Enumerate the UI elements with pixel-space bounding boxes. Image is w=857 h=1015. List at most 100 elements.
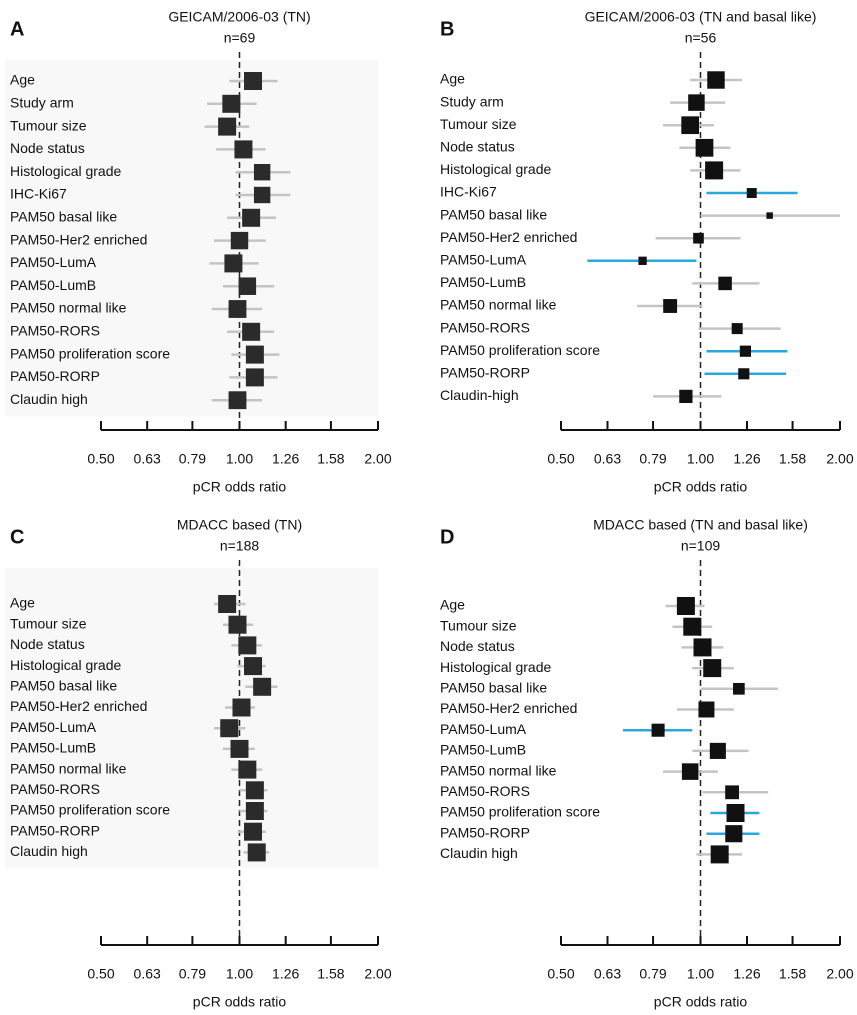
row-label: Node status xyxy=(10,636,85,652)
x-tick-label: 2.00 xyxy=(826,451,853,467)
point-estimate xyxy=(245,345,264,364)
point-estimate xyxy=(683,617,702,636)
point-estimate xyxy=(693,638,712,657)
x-tick-label: 0.50 xyxy=(87,966,114,982)
chart-title: MDACC based (TN and basal like) xyxy=(593,517,808,533)
point-estimate xyxy=(234,140,253,159)
row-label: PAM50-RORS xyxy=(10,323,100,339)
row-label: PAM50 proliferation score xyxy=(440,342,600,358)
chart-title: GEICAM/2006-03 (TN and basal like) xyxy=(585,9,817,25)
x-tick-label: 0.63 xyxy=(594,966,621,982)
chart-subtitle: n=109 xyxy=(681,538,721,554)
row-label: PAM50 basal like xyxy=(10,209,117,225)
x-axis-label: pCR odds ratio xyxy=(193,994,287,1010)
point-estimate xyxy=(245,802,264,820)
row-label: PAM50-LumB xyxy=(440,274,526,290)
panel: B GEICAM/2006-03 (TN and basal like) n=56 0… xyxy=(440,9,854,495)
row-label: Histological grade xyxy=(10,657,121,673)
point-estimate xyxy=(725,825,743,843)
chart-title: GEICAM/2006-03 (TN) xyxy=(168,9,310,25)
point-estimate xyxy=(698,701,715,718)
row-label: PAM50-Her2 enriched xyxy=(10,231,147,247)
row-label: Claudin high xyxy=(10,391,88,407)
x-tick-label: 0.63 xyxy=(134,966,161,982)
point-estimate xyxy=(707,71,725,89)
row-label: Age xyxy=(10,72,35,88)
point-estimate xyxy=(245,781,264,800)
row-label: Tumour size xyxy=(440,617,517,633)
point-estimate xyxy=(681,116,700,135)
x-tick-label: 1.26 xyxy=(733,966,760,982)
x-axis-label: pCR odds ratio xyxy=(654,994,748,1010)
row-label: Study arm xyxy=(440,93,504,109)
row-label: IHC-Ki67 xyxy=(440,184,497,200)
chart-subtitle: n=56 xyxy=(685,30,717,46)
row-label: PAM50 basal like xyxy=(440,680,547,696)
x-tick-label: 1.58 xyxy=(317,966,344,982)
point-estimate xyxy=(710,845,729,864)
point-estimate xyxy=(228,615,247,634)
chart-title: MDACC based (TN) xyxy=(177,517,302,533)
x-tick-label: 2.00 xyxy=(364,451,391,467)
panel: A GEICAM/2006-03 (TN) n=69 0.50 0.63 0.79 1.00… xyxy=(5,9,392,495)
point-estimate xyxy=(681,763,699,780)
row-label: Claudin-high xyxy=(440,387,519,403)
x-tick-label: 0.63 xyxy=(134,451,161,467)
row-label: Age xyxy=(10,595,35,611)
row-label: Histological grade xyxy=(440,659,551,675)
row-label: PAM50-RORS xyxy=(440,783,530,799)
row-label: PAM50-RORP xyxy=(10,822,100,838)
chart-subtitle: n=188 xyxy=(220,538,260,554)
x-tick-label: 0.50 xyxy=(547,451,574,467)
row-label: PAM50-LumA xyxy=(440,252,527,268)
x-tick-label: 1.58 xyxy=(779,451,806,467)
row-label: PAM50-RORP xyxy=(10,368,100,384)
row-label: PAM50-LumB xyxy=(10,277,96,293)
point-estimate xyxy=(739,345,752,357)
row-label: PAM50 normal like xyxy=(10,760,127,776)
panel-letter: B xyxy=(440,18,454,40)
row-label: PAM50 basal like xyxy=(440,206,547,222)
point-estimate xyxy=(228,300,247,318)
x-tick-label: 0.50 xyxy=(87,451,114,467)
x-tick-label: 0.50 xyxy=(547,966,574,982)
point-estimate xyxy=(230,739,249,758)
row-label: Tumour size xyxy=(440,116,517,132)
x-tick-label: 1.00 xyxy=(687,451,714,467)
x-tick-label: 2.00 xyxy=(826,966,853,982)
panel-letter: D xyxy=(440,526,454,548)
row-label: PAM50 normal like xyxy=(10,300,127,316)
point-estimate xyxy=(253,186,271,204)
point-estimate xyxy=(651,723,665,737)
row-label: Age xyxy=(440,597,465,613)
x-tick-label: 1.26 xyxy=(272,966,299,982)
point-estimate xyxy=(705,161,724,180)
panel: D MDACC based (TN and basal like) n=109 0.5… xyxy=(440,517,854,1010)
row-label: Claudin high xyxy=(440,845,518,861)
row-label: Study arm xyxy=(10,95,74,111)
row-label: PAM50-RORP xyxy=(440,365,530,381)
row-label: PAM50-Her2 enriched xyxy=(440,229,577,245)
point-estimate xyxy=(638,256,647,265)
point-estimate xyxy=(253,164,271,181)
plot-background xyxy=(5,60,378,417)
x-axis-label: pCR odds ratio xyxy=(193,479,287,495)
row-label: PAM50 basal like xyxy=(10,678,117,694)
point-estimate xyxy=(238,760,257,779)
point-estimate xyxy=(663,299,678,313)
point-estimate xyxy=(218,117,237,136)
row-label: Node status xyxy=(440,139,515,155)
point-estimate xyxy=(679,389,693,404)
panel-letter: C xyxy=(10,526,24,548)
row-label: PAM50-Her2 enriched xyxy=(440,700,577,716)
point-estimate xyxy=(222,94,241,113)
point-estimate xyxy=(695,138,714,157)
point-estimate xyxy=(738,368,750,380)
point-estimate xyxy=(247,843,266,862)
row-label: PAM50-LumB xyxy=(440,742,526,758)
point-estimate xyxy=(746,188,757,198)
row-label: Tumour size xyxy=(10,117,87,133)
x-tick-label: 1.00 xyxy=(226,966,253,982)
point-estimate xyxy=(253,677,272,696)
